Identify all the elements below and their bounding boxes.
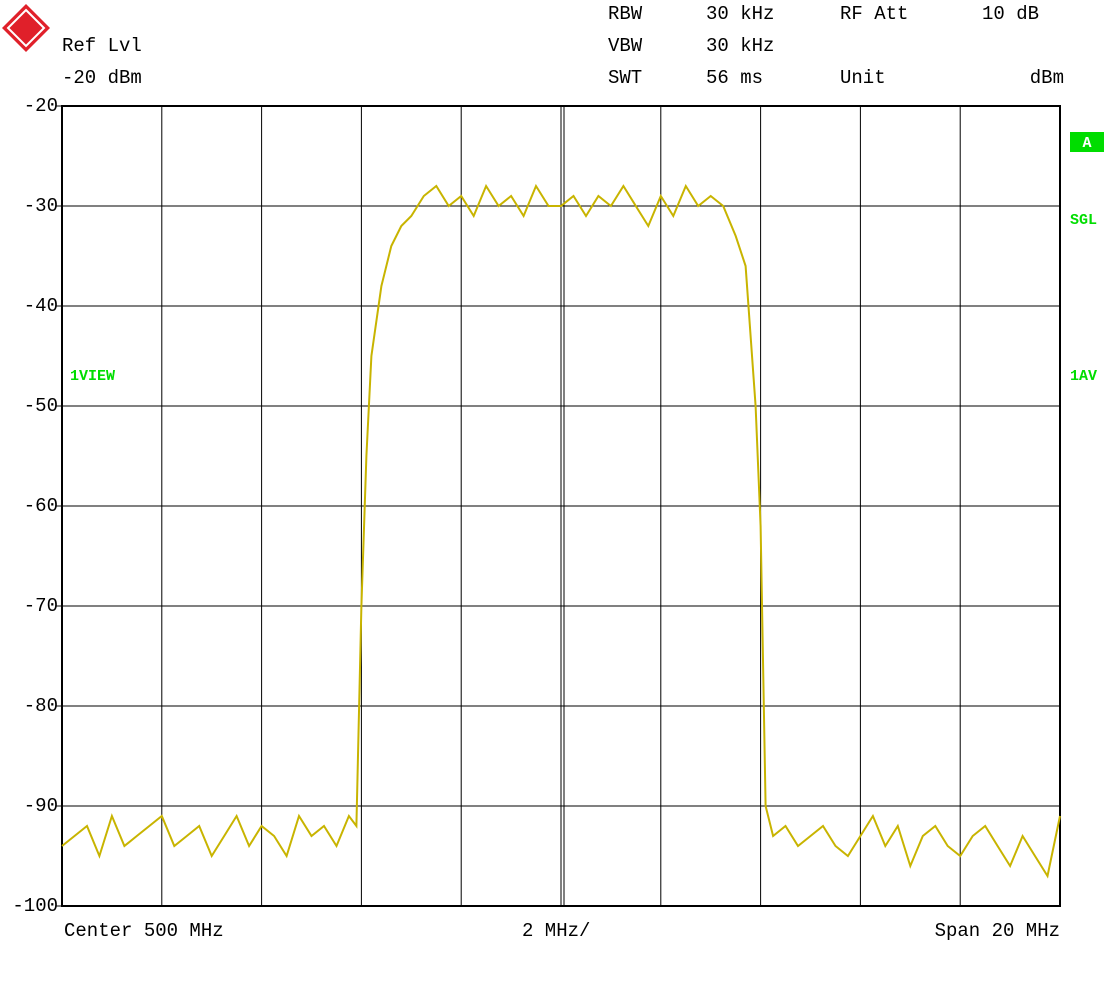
logo	[2, 4, 50, 52]
vbw-label: VBW	[608, 35, 643, 57]
swt-label: SWT	[608, 67, 642, 89]
swt-value: 56 ms	[706, 67, 763, 89]
logo-inner	[6, 8, 46, 48]
plot-frame	[61, 105, 1061, 907]
center-label: Center 500 MHz	[64, 920, 224, 942]
y-tick-label: -70	[24, 595, 58, 617]
y-tick-label: -40	[24, 295, 58, 317]
ref-level-label: Ref Lvl	[62, 35, 142, 57]
trace-badge	[1070, 132, 1104, 152]
scale-label: 2 MHz/	[522, 920, 590, 942]
span-label: Span 20 MHz	[935, 920, 1060, 942]
y-tick-label: -60	[24, 495, 58, 517]
trace-mode-label: 1VIEW	[70, 368, 115, 385]
y-tick-label: -20	[24, 95, 58, 117]
y-tick-label: -90	[24, 795, 58, 817]
logo-diamond	[2, 4, 50, 52]
rbw-label: RBW	[608, 3, 643, 25]
trace-label: A	[1082, 135, 1091, 152]
rf-att-value: 10 dB	[982, 3, 1039, 25]
ref-level-value: -20 dBm	[62, 67, 142, 89]
y-tick-label: -100	[12, 895, 58, 917]
unit-label: Unit	[840, 67, 886, 89]
y-tick-label: -30	[24, 195, 58, 217]
sweep-label: SGL	[1070, 212, 1097, 229]
detector-label: 1AV	[1070, 368, 1097, 385]
rf-att-label: RF Att	[840, 3, 908, 25]
trace	[61, 183, 1061, 879]
rbw-value: 30 kHz	[706, 3, 774, 25]
unit-value: dBm	[1030, 67, 1064, 89]
vbw-value: 30 kHz	[706, 35, 774, 57]
y-tick-label: -80	[24, 695, 58, 717]
y-tick-label: -50	[24, 395, 58, 417]
